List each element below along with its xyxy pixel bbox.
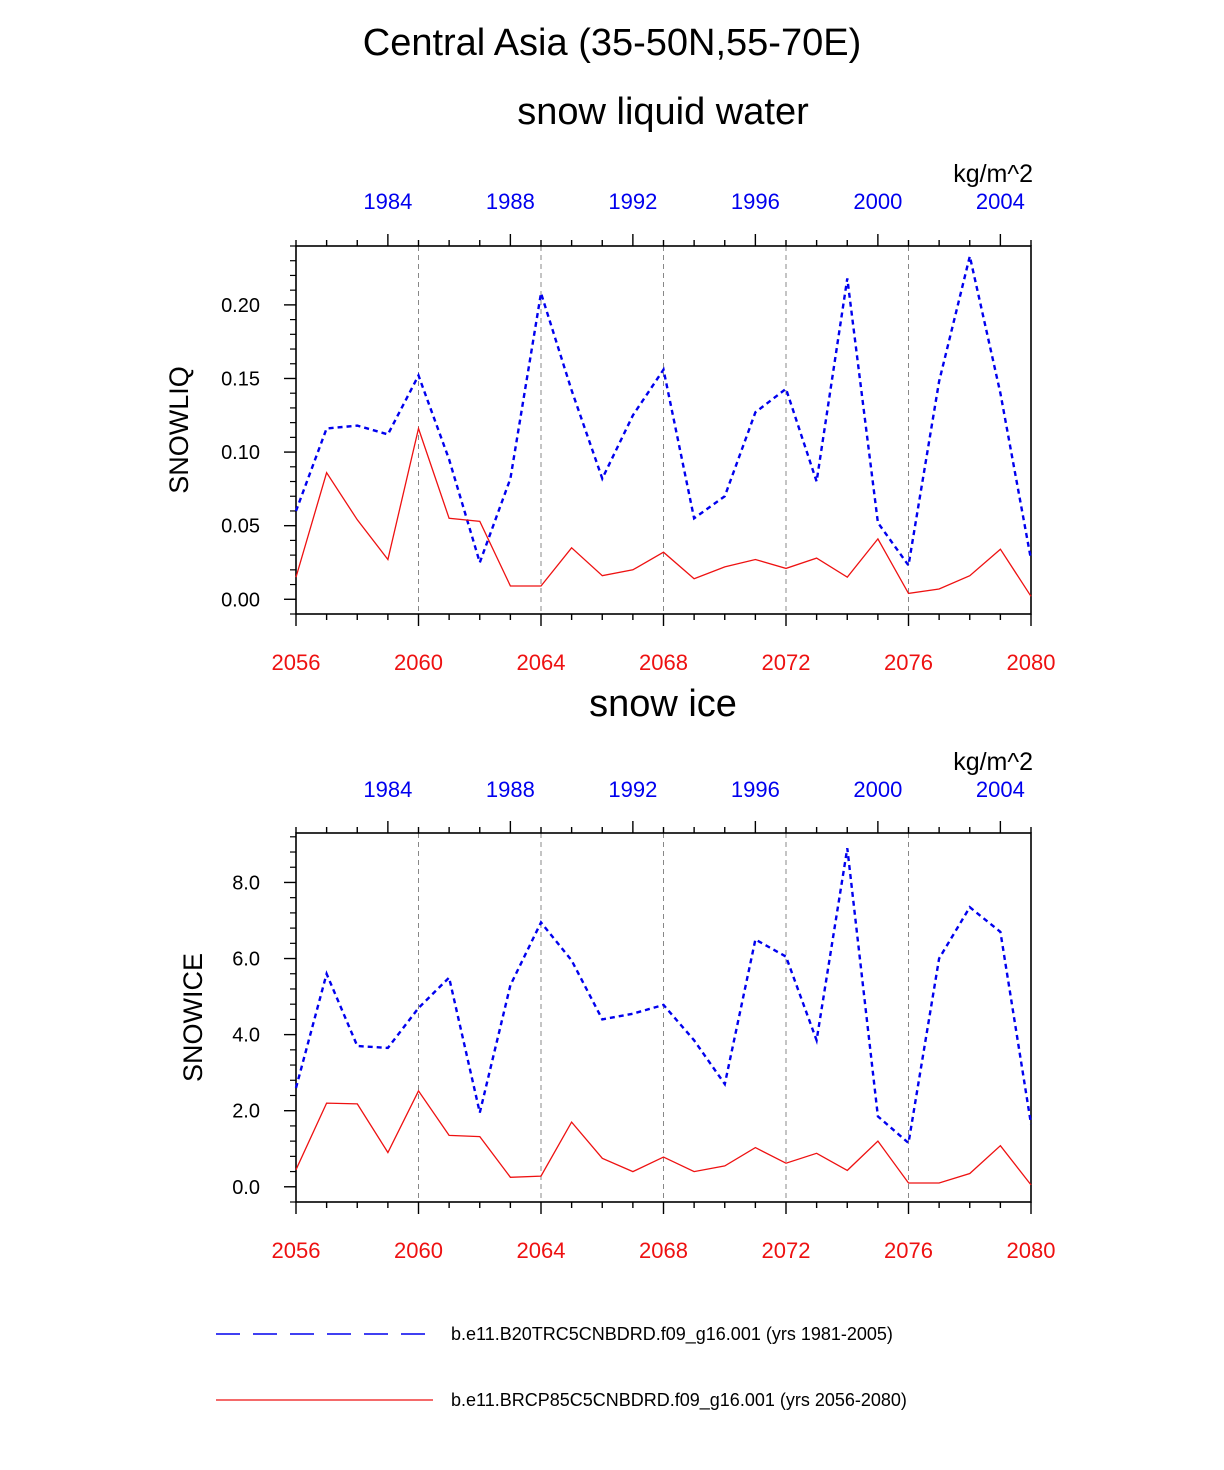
y-tick-label: 0.0 bbox=[232, 1177, 260, 1199]
x-bottom-tick-label: 2056 bbox=[272, 650, 321, 675]
x-top-tick-label: 1992 bbox=[608, 189, 657, 214]
historical-series-line bbox=[294, 256, 1033, 569]
y-axis-label: SNOWLIQ bbox=[164, 366, 194, 494]
y-tick-label: 8.0 bbox=[232, 872, 260, 894]
x-bottom-tick-label: 2072 bbox=[762, 650, 811, 675]
x-top-tick-label: 1988 bbox=[486, 189, 535, 214]
snowliq-panel: snow liquid water kg/m^2 SNOWLIQ 2056 2060 20… bbox=[164, 91, 1055, 675]
x-bottom-tick-label: 2064 bbox=[517, 650, 566, 675]
x-bottom-tick-label: 2076 bbox=[884, 1238, 933, 1263]
x-bottom-tick-label: 2060 bbox=[394, 650, 443, 675]
y-tick-label: 4.0 bbox=[232, 1025, 260, 1047]
y-tick-label: 0.15 bbox=[221, 368, 260, 390]
y-tick-label: 0.00 bbox=[221, 589, 260, 611]
y-tick-label: 2.0 bbox=[232, 1101, 260, 1123]
y-tick-label: 6.0 bbox=[232, 949, 260, 971]
x-top-tick-label: 1984 bbox=[363, 777, 412, 802]
figure-title: Central Asia (35-50N,55-70E) bbox=[362, 22, 862, 64]
future-series-line bbox=[295, 426, 1032, 597]
x-top-tick-label: 2000 bbox=[853, 777, 902, 802]
x-top-tick-label: 2004 bbox=[976, 189, 1025, 214]
future-series-line bbox=[295, 1089, 1032, 1186]
x-top-tick-label: 1996 bbox=[731, 189, 780, 214]
legend-label-historical: b.e11.B20TRC5CNBDRD.f09_g16.001 (yrs 198… bbox=[451, 1324, 893, 1345]
y-tick-label: 0.20 bbox=[221, 295, 260, 317]
x-bottom-tick-label: 2080 bbox=[1007, 650, 1056, 675]
x-bottom-tick-label: 2056 bbox=[272, 1238, 321, 1263]
x-top-tick-label: 1992 bbox=[608, 777, 657, 802]
x-top-tick-label: 2000 bbox=[853, 189, 902, 214]
y-tick-label: 0.10 bbox=[221, 442, 260, 464]
x-bottom-tick-label: 2080 bbox=[1007, 1238, 1056, 1263]
legend: b.e11.B20TRC5CNBDRD.f09_g16.001 (yrs 198… bbox=[216, 1324, 907, 1411]
historical-series-line bbox=[294, 848, 1033, 1146]
panel-title: snow liquid water bbox=[517, 91, 809, 133]
x-top-tick-label: 1984 bbox=[363, 189, 412, 214]
x-bottom-tick-label: 2060 bbox=[394, 1238, 443, 1263]
legend-label-future: b.e11.BRCP85C5CNBDRD.f09_g16.001 (yrs 20… bbox=[451, 1390, 907, 1411]
x-bottom-tick-label: 2076 bbox=[884, 650, 933, 675]
units-label: kg/m^2 bbox=[953, 160, 1033, 188]
x-bottom-tick-label: 2068 bbox=[639, 650, 688, 675]
x-top-tick-label: 1988 bbox=[486, 777, 535, 802]
snowice-panel: snow ice kg/m^2 SNOWICE 2056 2060 2064 2068 207… bbox=[178, 683, 1055, 1263]
y-axis-label: SNOWICE bbox=[178, 953, 208, 1082]
units-label: kg/m^2 bbox=[953, 748, 1033, 776]
x-bottom-tick-label: 2064 bbox=[517, 1238, 566, 1263]
x-top-tick-label: 1996 bbox=[731, 777, 780, 802]
x-bottom-tick-label: 2072 bbox=[762, 1238, 811, 1263]
y-tick-label: 0.05 bbox=[221, 516, 260, 538]
panel-title: snow ice bbox=[589, 683, 737, 725]
x-bottom-tick-label: 2068 bbox=[639, 1238, 688, 1263]
x-top-tick-label: 2004 bbox=[976, 777, 1025, 802]
